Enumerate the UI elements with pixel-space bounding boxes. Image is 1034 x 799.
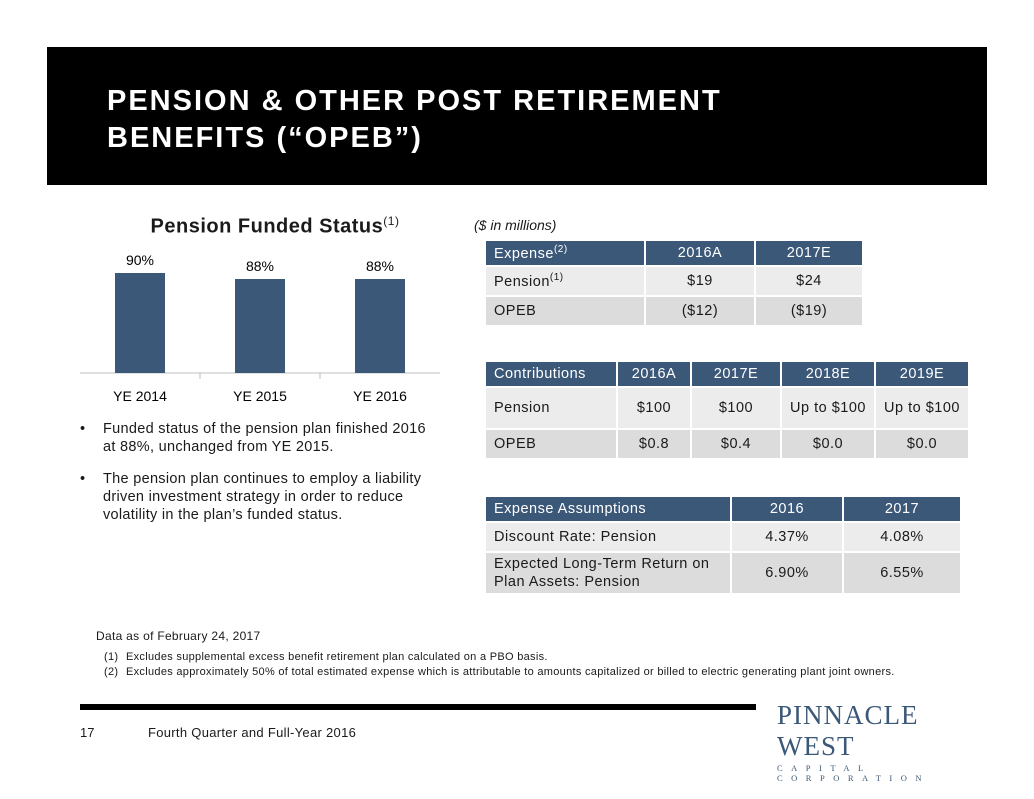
footnotes: (1) Excludes supplemental excess benefit…: [104, 650, 964, 680]
bullet-list: • Funded status of the pension plan fini…: [80, 420, 440, 538]
table-row: OPEB $0.8 $0.4 $0.0 $0.0: [486, 430, 968, 458]
header-cell: 2018E: [782, 362, 874, 386]
expense-assumptions-table: Expense Assumptions 2016 2017 Discount R…: [484, 495, 962, 595]
table-cell: $0.4: [692, 430, 780, 458]
row-label: OPEB: [486, 297, 644, 325]
row-label: Pension(1): [486, 267, 644, 295]
header-cell: 2019E: [876, 362, 968, 386]
table-cell: 6.55%: [844, 553, 960, 593]
footer-rule: [80, 704, 756, 710]
bar-data-label: 88%: [366, 258, 394, 274]
bullet-item: • The pension plan continues to employ a…: [80, 470, 440, 524]
row-label-text: Pension: [494, 273, 550, 290]
table-cell: $100: [692, 388, 780, 428]
x-tick-label: YE 2015: [233, 388, 287, 404]
bullet-dot: •: [80, 471, 86, 487]
header-cell: 2017E: [756, 241, 862, 265]
table-row: Pension $100 $100 Up to $100 Up to $100: [486, 388, 968, 428]
table-cell: $0.0: [782, 430, 874, 458]
table-cell: $100: [618, 388, 690, 428]
logo-tagline: CAPITAL CORPORATION: [777, 763, 931, 783]
footnote-number: (2): [104, 666, 119, 678]
bullet-text: The pension plan continues to employ a l…: [103, 471, 422, 523]
header-label: Expense: [494, 245, 554, 262]
footer-text: Fourth Quarter and Full-Year 2016: [148, 725, 357, 740]
funded-status-chart: 90% YE 2014 88% YE 2015 88% YE 2016: [80, 252, 440, 404]
bullet-text: Funded status of the pension plan finish…: [103, 421, 426, 455]
bar-data-label: 88%: [246, 258, 274, 274]
table-cell: Up to $100: [876, 388, 968, 428]
header-cell: 2016A: [618, 362, 690, 386]
table-cell: ($12): [646, 297, 754, 325]
contributions-table: Contributions 2016A 2017E 2018E 2019E Pe…: [484, 360, 970, 460]
table-cell: 4.08%: [844, 523, 960, 551]
row-label: Expected Long-Term Return on Plan Assets…: [486, 553, 730, 593]
header-cell: Contributions: [486, 362, 616, 386]
chart-bar: [115, 273, 165, 373]
bar-data-label: 90%: [126, 252, 154, 268]
expense-table: Expense(2) 2016A 2017E Pension(1) $19 $2…: [484, 239, 864, 327]
table-header-row: Contributions 2016A 2017E 2018E 2019E: [486, 362, 968, 386]
footnote-marker: (1): [549, 272, 564, 284]
page-title: PENSION & OTHER POST RETIREMENT BENEFITS…: [107, 85, 722, 154]
table-cell: ($19): [756, 297, 862, 325]
company-logo: PINNACLE WEST CAPITAL CORPORATION: [777, 700, 972, 783]
chart-title-footnote: (1): [383, 214, 400, 228]
chart-bar: [235, 279, 285, 373]
table-header-row: Expense(2) 2016A 2017E: [486, 241, 862, 265]
row-label: Pension: [486, 388, 616, 428]
footnote-text: Excludes supplemental excess benefit ret…: [126, 651, 548, 663]
table-cell: $0.8: [618, 430, 690, 458]
chart-bar: [355, 279, 405, 373]
table-row: Discount Rate: Pension 4.37% 4.08%: [486, 523, 960, 551]
page-number: 17: [80, 725, 95, 740]
data-date-note: Data as of February 24, 2017: [96, 629, 261, 643]
table-row: Expected Long-Term Return on Plan Assets…: [486, 553, 960, 593]
table-cell: 6.90%: [732, 553, 842, 593]
row-label: OPEB: [486, 430, 616, 458]
footnote-marker: (2): [553, 244, 568, 256]
table-cell: 4.37%: [732, 523, 842, 551]
x-tick-label: YE 2016: [353, 388, 407, 404]
table-header-row: Expense Assumptions 2016 2017: [486, 497, 960, 521]
header-cell: Expense Assumptions: [486, 497, 730, 521]
header-cell: 2017: [844, 497, 960, 521]
table-row: OPEB ($12) ($19): [486, 297, 862, 325]
footnote: (1) Excludes supplemental excess benefit…: [104, 650, 964, 665]
header-cell: 2016: [732, 497, 842, 521]
bullet-dot: •: [80, 421, 86, 437]
chart-title: Pension Funded Status(1): [95, 214, 455, 239]
title-bar: PENSION & OTHER POST RETIREMENT BENEFITS…: [47, 47, 987, 185]
footnote-text: Excludes approximately 50% of total esti…: [126, 666, 895, 678]
chart-title-text: Pension Funded Status: [150, 215, 384, 238]
table-cell: $19: [646, 267, 754, 295]
footnote: (2) Excludes approximately 50% of total …: [104, 665, 964, 680]
bullet-item: • Funded status of the pension plan fini…: [80, 420, 440, 456]
x-tick-label: YE 2014: [113, 388, 167, 404]
table-row: Pension(1) $19 $24: [486, 267, 862, 295]
footnote-number: (1): [104, 651, 119, 663]
header-cell: 2016A: [646, 241, 754, 265]
header-cell: Expense(2): [486, 241, 644, 265]
row-label: Discount Rate: Pension: [486, 523, 730, 551]
units-note: ($ in millions): [474, 217, 557, 233]
table-cell: Up to $100: [782, 388, 874, 428]
logo-wordmark: PINNACLE WEST: [777, 700, 919, 761]
table-cell: $0.0: [876, 430, 968, 458]
header-cell: 2017E: [692, 362, 780, 386]
table-cell: $24: [756, 267, 862, 295]
